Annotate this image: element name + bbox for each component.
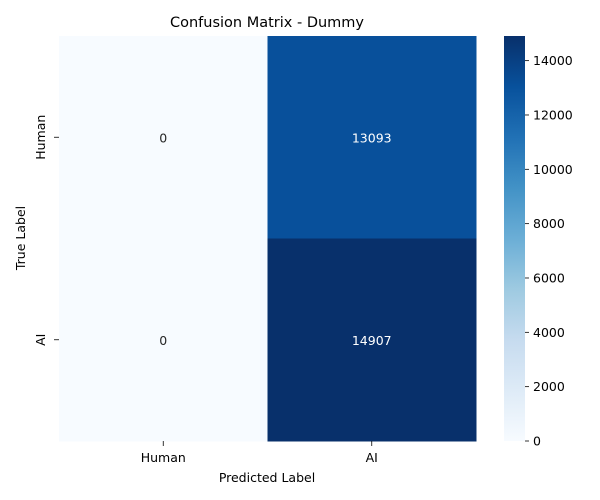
cell-value-label: 14907 (352, 333, 392, 348)
heatmap-cell (267, 36, 477, 239)
cell-value-label: 0 (159, 333, 167, 348)
heatmap-cell (59, 36, 268, 239)
y-tick-label: AI (33, 334, 48, 346)
colorbar-tick-label: 4000 (533, 325, 565, 340)
colorbar-tick-label: 0 (533, 434, 541, 449)
cell-value-label: 0 (159, 130, 167, 145)
colorbar-tick-label: 12000 (533, 107, 573, 122)
y-tick-label: Human (33, 115, 48, 160)
heatmap-cells: 0 13093 0 14907 (59, 36, 477, 442)
colorbar-gradient (504, 36, 525, 441)
colorbar-tick-label: 6000 (533, 270, 565, 285)
y-axis: Human AI (33, 115, 59, 346)
x-tick-label: Human (141, 450, 186, 465)
chart-title: Confusion Matrix - Dummy (170, 15, 364, 31)
colorbar-tick-label: 2000 (533, 379, 565, 394)
colorbar-tick-label: 8000 (533, 216, 565, 231)
x-tick-label: AI (366, 450, 378, 465)
x-axis: Human AI (141, 441, 378, 465)
y-axis-label: True Label (13, 206, 28, 271)
heatmap-cell (267, 238, 477, 442)
heatmap-cell (59, 238, 268, 442)
colorbar: 0 2000 4000 6000 8000 10000 12000 14000 (504, 36, 573, 449)
colorbar-tick-label: 14000 (533, 53, 573, 68)
x-axis-label: Predicted Label (219, 470, 315, 485)
cell-value-label: 13093 (352, 130, 392, 145)
colorbar-tick-label: 10000 (533, 162, 573, 177)
